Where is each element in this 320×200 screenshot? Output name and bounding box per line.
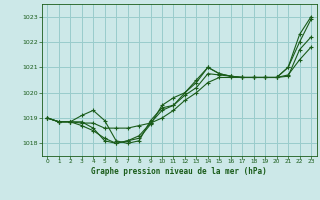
X-axis label: Graphe pression niveau de la mer (hPa): Graphe pression niveau de la mer (hPa) [91, 167, 267, 176]
